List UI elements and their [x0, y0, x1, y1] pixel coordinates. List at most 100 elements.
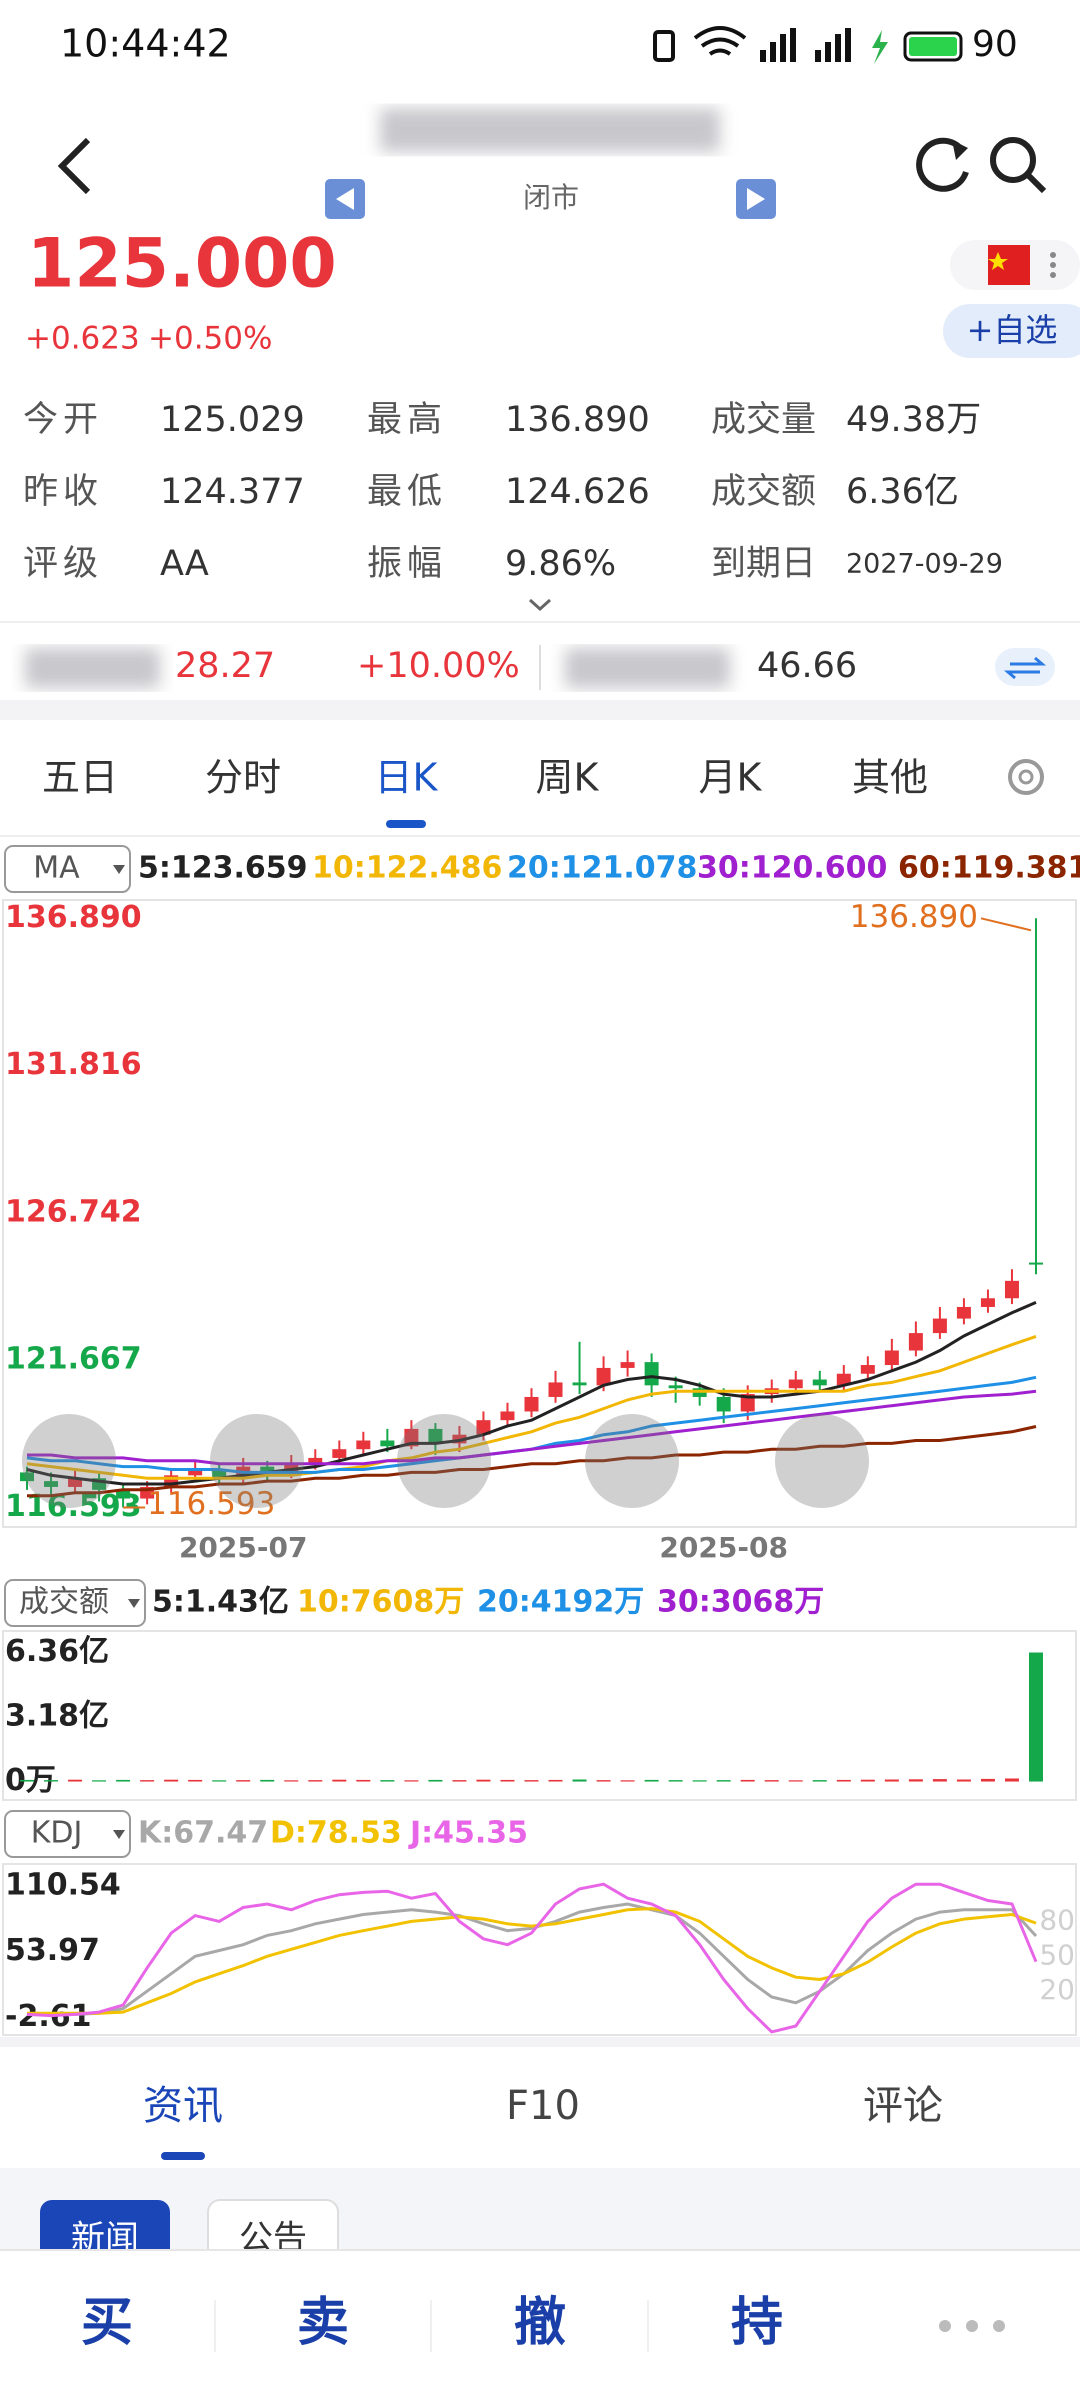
indicator-line — [27, 1902, 1038, 2016]
stat-value: 6.36亿 — [846, 472, 959, 512]
more-button[interactable] — [939, 2320, 1005, 2332]
chart-tab[interactable]: 其他 — [852, 756, 928, 800]
charts: MA 5:123.659 10:122.486 20:121.078 30:120.60… — [2, 845, 1080, 2036]
chart-tab[interactable]: 日K — [375, 756, 439, 800]
y-tick-label: 53.97 — [5, 1933, 100, 1968]
indicator-dropdown[interactable] — [4, 1579, 146, 1627]
volume-bar — [236, 1780, 251, 1782]
chart-tab[interactable]: 周K — [536, 756, 600, 800]
volume-bar — [860, 1779, 875, 1782]
stat-value: 124.626 — [505, 472, 650, 512]
candle-body — [308, 1457, 323, 1464]
action-button[interactable]: 撤 — [514, 2293, 566, 2353]
stat-label: 最 低 — [367, 472, 442, 512]
next-stock-button[interactable] — [736, 179, 776, 219]
volume-bar — [956, 1779, 971, 1782]
candle-body — [980, 1298, 995, 1307]
status-icons — [653, 26, 963, 64]
stat-label: 最 高 — [367, 400, 442, 440]
candle-body — [860, 1365, 875, 1374]
candle-body — [596, 1367, 611, 1386]
info-tab[interactable]: 资讯 — [143, 2083, 223, 2129]
indicator-line — [27, 1389, 1037, 1466]
volume-bar — [596, 1780, 611, 1782]
volume-bar — [572, 1779, 587, 1782]
stat-value: 136.890 — [505, 400, 650, 440]
market-status: 闭市 — [523, 181, 579, 214]
candle-body — [548, 1382, 563, 1397]
candle-body — [260, 1466, 275, 1473]
watch-button[interactable] — [943, 304, 1080, 358]
info-tab[interactable]: F10 — [506, 2083, 580, 2129]
volume-bar — [668, 1780, 683, 1782]
candle-body — [620, 1362, 635, 1368]
legend-entry: 5:1.43亿 — [152, 1585, 289, 1620]
legend-entry: 60:119.381 — [898, 851, 1080, 886]
volume-bar — [716, 1780, 731, 1782]
info-tabs: 资讯 F10 评论 — [143, 2083, 943, 2160]
volume-bar — [452, 1780, 467, 1782]
y-tick-label: 121.667 — [5, 1342, 142, 1377]
chart-tab[interactable]: 分时 — [205, 756, 281, 800]
watch-button-label[interactable]: +自选 — [967, 311, 1058, 349]
status-time: 10:44:42 — [60, 22, 231, 66]
candle-body — [812, 1379, 827, 1386]
volume-bar — [500, 1779, 515, 1782]
zoom-control[interactable] — [397, 1414, 491, 1508]
volume-bar — [812, 1780, 827, 1782]
settings-button[interactable] — [1008, 759, 1044, 795]
back-button[interactable] — [57, 137, 91, 195]
flag — [950, 240, 1080, 290]
annotation-leader — [980, 917, 1032, 932]
volume-bar — [332, 1779, 347, 1782]
legend-entry: 20:4192万 — [477, 1585, 644, 1620]
expand-chevron[interactable] — [528, 598, 552, 612]
indicator-name[interactable]: MA — [33, 851, 80, 886]
volume-bar — [1004, 1778, 1019, 1782]
candle-body — [380, 1440, 395, 1447]
candle-body — [20, 1472, 35, 1482]
volume-bar — [548, 1779, 563, 1782]
action-button[interactable]: 卖 — [297, 2293, 349, 2353]
search-button[interactable] — [990, 137, 1047, 194]
chart-frame — [2, 1863, 1077, 2036]
prev-stock-button[interactable] — [325, 179, 365, 219]
y-tick-label: 6.36亿 — [5, 1634, 109, 1669]
zoom-control[interactable] — [775, 1414, 869, 1508]
volume-bar — [44, 1780, 59, 1782]
chart-tab[interactable]: 月K — [699, 756, 763, 800]
indicator-dropdown[interactable] — [4, 1810, 131, 1858]
candle-body — [44, 1481, 59, 1487]
related-price: 28.27 — [175, 646, 275, 686]
candle-body — [884, 1350, 899, 1366]
zoom-control[interactable] — [22, 1414, 116, 1508]
volume-bar — [620, 1780, 635, 1782]
candle-body — [1004, 1280, 1019, 1299]
y-tick-label: 131.816 — [5, 1047, 142, 1082]
indicator-name[interactable]: 成交额 — [19, 1585, 109, 1620]
volume-bar — [188, 1779, 203, 1782]
action-button[interactable]: 买 — [81, 2293, 133, 2353]
indicator-line — [26, 1882, 1038, 2034]
last-price: 125.000 — [27, 225, 337, 304]
volume-bar — [356, 1779, 371, 1782]
indicator-name[interactable]: KDJ — [31, 1816, 83, 1851]
price-change: +0.623 — [25, 321, 140, 357]
price-change-pct: +0.50% — [148, 321, 272, 357]
candle-body — [164, 1475, 179, 1487]
stat-label: 今 开 — [23, 400, 98, 440]
refresh-button[interactable] — [916, 137, 969, 192]
stat-label: 到期日 — [711, 544, 816, 584]
switch-button[interactable] — [995, 648, 1055, 686]
info-tab[interactable]: 评论 — [863, 2083, 943, 2129]
candle-body — [932, 1318, 947, 1334]
volume-bar — [140, 1780, 155, 1782]
zoom-control[interactable] — [585, 1414, 679, 1508]
action-button[interactable]: 持 — [731, 2293, 783, 2353]
chart-tab[interactable]: 五日 — [42, 756, 118, 800]
indicator-dropdown[interactable] — [4, 845, 131, 893]
zoom-control[interactable] — [210, 1414, 304, 1508]
legend-entry: 10:122.486 — [312, 851, 502, 886]
candle-body — [68, 1478, 83, 1487]
